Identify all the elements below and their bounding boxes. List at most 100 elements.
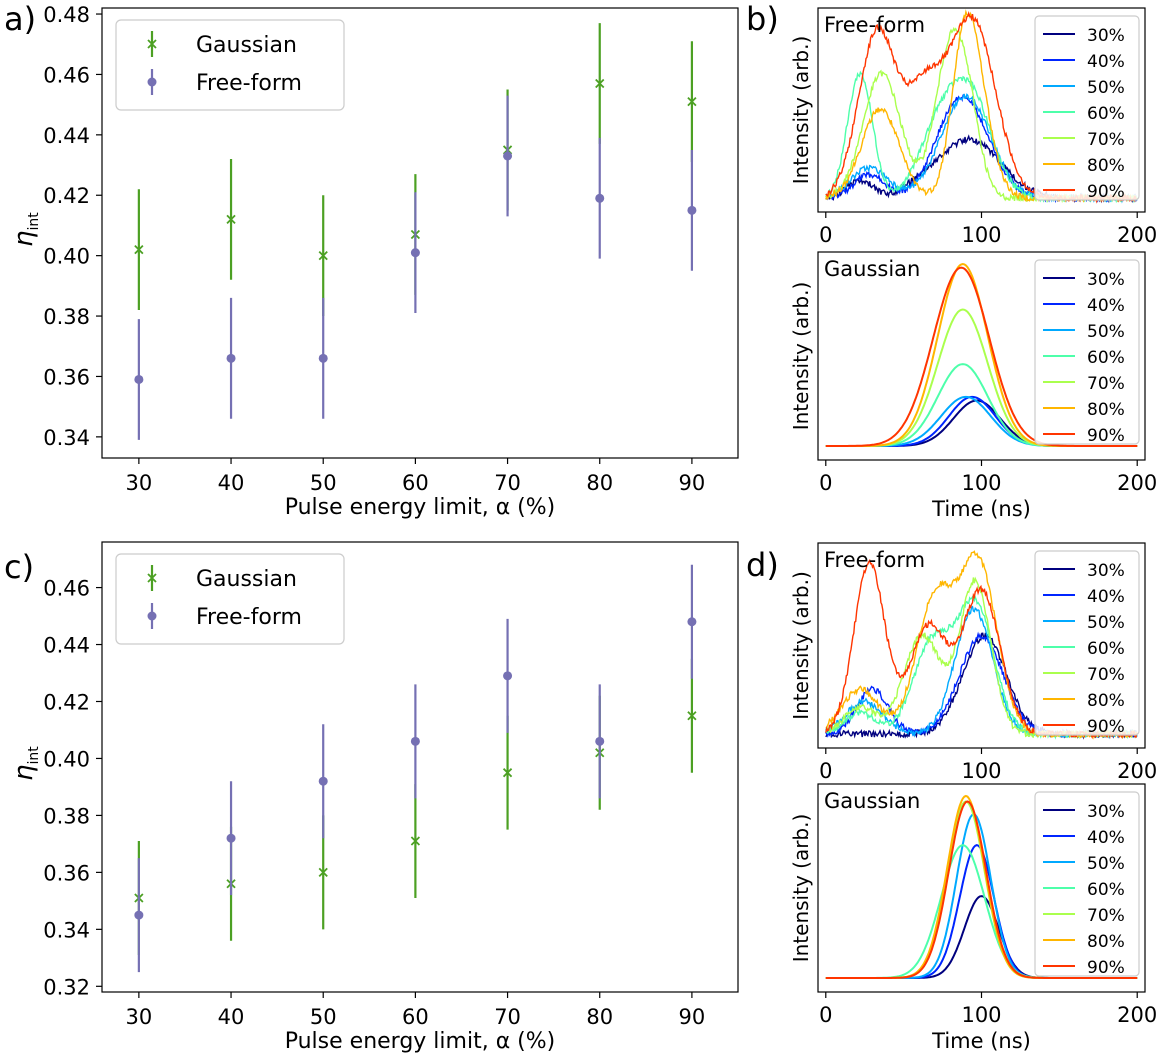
plot-frame bbox=[101, 541, 739, 993]
y-tick-label: 0.36 bbox=[43, 365, 90, 389]
series-free-form bbox=[134, 95, 697, 440]
legend-label: 60% bbox=[1087, 104, 1125, 124]
panel-label: a) bbox=[4, 0, 36, 38]
legend-label: 60% bbox=[1087, 880, 1125, 900]
panel-title: Free-form bbox=[824, 13, 925, 37]
data-point bbox=[502, 768, 513, 778]
legend-label: 70% bbox=[1087, 665, 1125, 685]
series-free-form bbox=[134, 564, 697, 973]
y-tick-label: 0.36 bbox=[43, 861, 90, 885]
legend: 30% 40% 50% 60% 70% 80% 90% bbox=[1034, 259, 1140, 446]
y-axis-label: Intensity (arb.) bbox=[789, 571, 813, 720]
legend-box bbox=[1034, 550, 1140, 736]
x-tick-label: 0 bbox=[819, 223, 832, 247]
legend-label: 50% bbox=[1087, 322, 1125, 342]
legend-label: 40% bbox=[1087, 828, 1125, 848]
legend-label: 40% bbox=[1087, 587, 1125, 607]
data-point bbox=[410, 836, 421, 846]
data-point bbox=[595, 193, 605, 203]
data-point bbox=[503, 151, 513, 161]
data-point bbox=[595, 78, 605, 89]
data-point bbox=[687, 617, 697, 627]
x-axis-label: Pulse energy limit, α (%) bbox=[285, 495, 556, 520]
pulse-chart: b) Free-form 0 100 200 Intensity (arb.) 30% 40%… bbox=[746, 0, 1157, 247]
legend-label: Gaussian bbox=[196, 33, 297, 58]
x-tick-label: 50 bbox=[310, 471, 337, 495]
legend-label: Free-form bbox=[196, 71, 302, 96]
legend-marker bbox=[147, 611, 157, 621]
legend-label: 90% bbox=[1087, 717, 1125, 737]
legend-label: 40% bbox=[1087, 52, 1125, 72]
x-tick-label: 80 bbox=[586, 471, 613, 495]
x-tick-label: 90 bbox=[679, 471, 706, 495]
y-tick-label: 0.32 bbox=[43, 975, 90, 999]
x-tick-label: 100 bbox=[961, 1003, 1001, 1027]
legend-box bbox=[1034, 259, 1140, 445]
plot-frame bbox=[101, 7, 739, 459]
legend-label: 70% bbox=[1087, 906, 1125, 926]
y-axis-label-subscript: int bbox=[26, 746, 42, 765]
data-point bbox=[318, 867, 328, 878]
y-tick-label: 0.46 bbox=[43, 577, 90, 601]
x-tick-label: 90 bbox=[679, 1005, 706, 1029]
y-axis-label-symbol: η bbox=[9, 765, 39, 781]
legend: 30% 40% 50% 60% 70% 80% 90% bbox=[1034, 15, 1140, 202]
x-tick-label: 40 bbox=[218, 471, 245, 495]
panel-title: Free-form bbox=[824, 548, 925, 572]
y-tick-label: 0.46 bbox=[43, 63, 90, 87]
data-point bbox=[134, 244, 144, 255]
x-tick-label: 70 bbox=[494, 1005, 521, 1029]
pulse-chart: Gaussian 0 100 200 Intensity (arb.) Time (ns)… bbox=[789, 251, 1157, 521]
panel-title: Gaussian bbox=[824, 257, 920, 281]
legend-label: 90% bbox=[1087, 182, 1125, 202]
x-axis-label: Pulse energy limit, α (%) bbox=[285, 1029, 556, 1054]
data-point bbox=[687, 711, 697, 721]
x-tick-label: 30 bbox=[126, 471, 153, 495]
legend: 30% 40% 50% 60% 70% 80% 90% bbox=[1034, 550, 1140, 737]
data-point bbox=[595, 736, 605, 746]
y-tick-label: 0.38 bbox=[43, 305, 90, 329]
errorbar-chart: c) 30 40 50 60 70 80 90 0.32 0.34 0.36 0.38 0.40 0.42… bbox=[4, 541, 739, 1054]
series-line bbox=[825, 800, 1138, 979]
x-tick-label: 200 bbox=[1117, 1003, 1157, 1027]
legend-label: 60% bbox=[1087, 639, 1125, 659]
x-tick-label: 200 bbox=[1117, 759, 1157, 783]
errorbar-chart: a) 30 40 50 60 70 80 90 0.34 0.36 0.38 0.40 0.42 0.44… bbox=[4, 0, 739, 520]
legend-label: 80% bbox=[1087, 691, 1125, 711]
y-tick-label: 0.44 bbox=[43, 634, 90, 658]
x-tick-label: 200 bbox=[1117, 471, 1157, 495]
legend-box bbox=[115, 19, 345, 111]
legend-label: 30% bbox=[1087, 802, 1125, 822]
pulse-chart: Gaussian 0 100 200 Intensity (arb.) Time (ns)… bbox=[789, 783, 1157, 1053]
y-axis-label: Intensity (arb.) bbox=[789, 36, 813, 185]
x-tick-label: 100 bbox=[961, 223, 1001, 247]
panel-label: b) bbox=[746, 0, 779, 38]
legend-label: 30% bbox=[1087, 561, 1125, 581]
data-point bbox=[687, 96, 697, 107]
legend-box bbox=[1034, 15, 1140, 201]
x-axis-label: Time (ns) bbox=[931, 1029, 1031, 1053]
x-tick-label: 100 bbox=[961, 471, 1001, 495]
y-axis-label: ηint bbox=[9, 212, 42, 247]
panel-label: d) bbox=[746, 546, 779, 584]
x-tick-label: 70 bbox=[494, 471, 521, 495]
panel-title: Gaussian bbox=[824, 789, 920, 813]
legend-label: 80% bbox=[1087, 156, 1125, 176]
y-axis-label-symbol: η bbox=[9, 231, 39, 247]
y-axis-label: ηint bbox=[9, 746, 42, 781]
data-point bbox=[503, 671, 513, 681]
legend: Gaussian Free-form bbox=[115, 19, 345, 111]
y-tick-label: 0.44 bbox=[43, 124, 90, 148]
legend: 30% 40% 50% 60% 70% 80% 90% bbox=[1034, 791, 1140, 978]
data-point bbox=[134, 910, 144, 920]
y-tick-label: 0.40 bbox=[43, 245, 90, 269]
legend-label: 80% bbox=[1087, 932, 1125, 952]
legend-label: 80% bbox=[1087, 400, 1125, 420]
x-tick-label: 80 bbox=[586, 1005, 613, 1029]
series-line bbox=[825, 266, 1138, 447]
y-axis-label: Intensity (arb.) bbox=[789, 814, 813, 963]
x-tick-label: 30 bbox=[126, 1005, 153, 1029]
data-point bbox=[226, 833, 236, 843]
y-tick-label: 0.48 bbox=[43, 3, 90, 27]
